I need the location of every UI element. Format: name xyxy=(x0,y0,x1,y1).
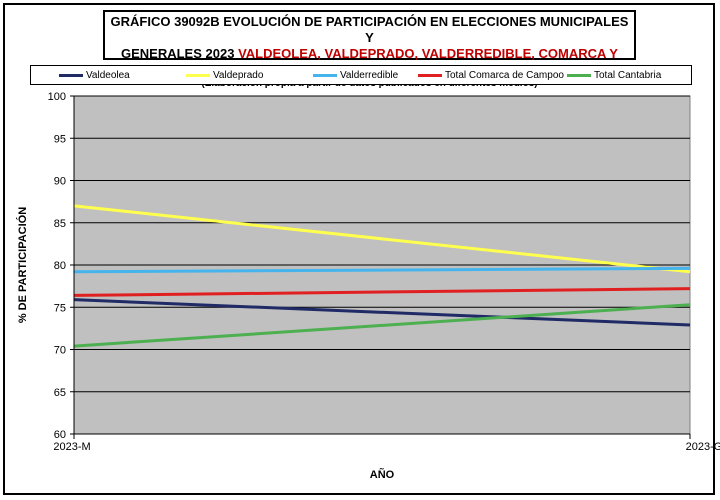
legend-swatch xyxy=(313,74,337,77)
y-axis-label: % DE PARTICIPACIÓN xyxy=(16,207,29,323)
legend-label: Total Comarca de Campoo xyxy=(445,70,564,81)
x-axis-label: AÑO xyxy=(370,468,395,481)
legend-item: Valdeolea xyxy=(59,68,130,83)
series-line-total-comarca-de-campoo xyxy=(73,287,691,297)
legend-swatch xyxy=(418,74,442,77)
y-tick-label: 65 xyxy=(54,387,66,399)
legend-item: Total Cantabria xyxy=(567,68,661,83)
y-tick-label: 90 xyxy=(54,176,66,188)
y-tick-label: 85 xyxy=(54,218,66,230)
y-tick-label: 95 xyxy=(54,133,66,145)
legend-swatch xyxy=(59,74,83,77)
legend-label: Valdeolea xyxy=(86,70,130,81)
legend-swatch xyxy=(567,74,591,77)
x-tick-label: 2023-M xyxy=(53,441,90,453)
y-tick-label: 70 xyxy=(54,345,66,357)
legend-item: Total Comarca de Campoo xyxy=(418,68,564,83)
legend-swatch xyxy=(186,74,210,77)
legend-item: Valderredible xyxy=(313,68,398,83)
x-tick-label: 2023-G xyxy=(686,441,720,453)
y-tick-label: 75 xyxy=(54,302,66,314)
chart-title-line2-black: GENERALES 2023 xyxy=(121,46,235,61)
legend-item: Valdeprado xyxy=(186,68,263,83)
series-line-valderredible xyxy=(73,266,691,274)
y-tick-label: 100 xyxy=(48,91,66,103)
chart-title-box: GRÁFICO 39092B EVOLUCIÓN DE PARTICIPACIÓ… xyxy=(103,10,636,89)
series-line-valdeprado xyxy=(73,204,691,274)
y-tick-label: 80 xyxy=(54,260,66,272)
chart-title-line1: GRÁFICO 39092B EVOLUCIÓN DE PARTICIPACIÓ… xyxy=(110,14,629,45)
chart-legend: Valdeolea Valdeprado Valderredible Total Co… xyxy=(30,65,692,85)
y-tick-label: 60 xyxy=(54,429,66,441)
series-line-valdeolea xyxy=(73,298,691,327)
legend-label: Valderredible xyxy=(340,70,399,81)
series-lines xyxy=(73,204,691,348)
legend-label: Valdeprado xyxy=(213,70,264,81)
series-line-total-cantabria xyxy=(73,303,691,348)
axes: 60 65 70 75 80 85 90 95 100 2023-M 2023-G xyxy=(48,91,720,453)
legend-label: Total Cantabria xyxy=(594,70,662,81)
